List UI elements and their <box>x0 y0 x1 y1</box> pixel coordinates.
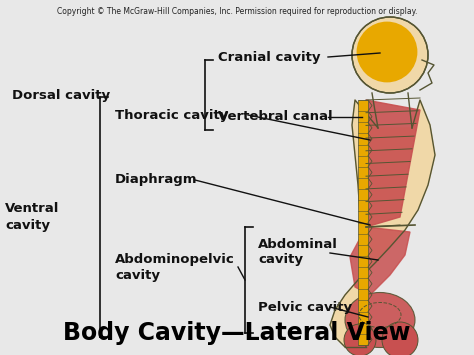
Polygon shape <box>330 100 435 347</box>
Text: Body Cavity—Lateral View: Body Cavity—Lateral View <box>63 321 411 345</box>
Polygon shape <box>366 100 420 227</box>
Circle shape <box>352 17 428 93</box>
Text: cavity: cavity <box>115 268 160 282</box>
Text: cavity: cavity <box>258 253 303 267</box>
Text: Vertebral canal: Vertebral canal <box>218 110 333 124</box>
Text: cavity: cavity <box>5 218 50 231</box>
Text: Cranial cavity: Cranial cavity <box>218 50 320 64</box>
Text: Abdominal: Abdominal <box>258 239 338 251</box>
Text: Ventral: Ventral <box>5 202 59 215</box>
Polygon shape <box>350 227 410 295</box>
Text: Diaphragm: Diaphragm <box>115 174 198 186</box>
Bar <box>358 100 368 345</box>
Text: Pelvic cavity: Pelvic cavity <box>258 300 352 313</box>
Circle shape <box>382 322 418 355</box>
Text: Dorsal cavity: Dorsal cavity <box>12 88 110 102</box>
Ellipse shape <box>345 293 415 348</box>
Text: Abdominopelvic: Abdominopelvic <box>115 253 235 267</box>
Circle shape <box>356 22 418 82</box>
Text: Copyright © The McGraw-Hill Companies, Inc. Permission required for reproduction: Copyright © The McGraw-Hill Companies, I… <box>57 7 417 16</box>
Text: Thoracic cavity: Thoracic cavity <box>115 109 228 121</box>
Circle shape <box>344 324 376 355</box>
